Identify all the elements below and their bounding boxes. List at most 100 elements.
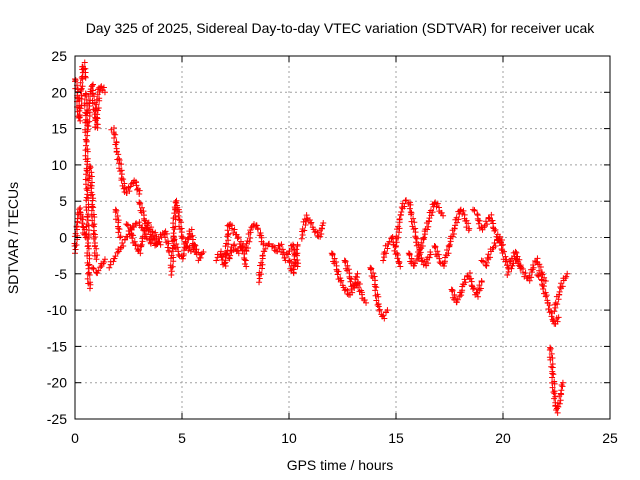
data-point-marker (145, 228, 152, 235)
data-point-marker (393, 239, 400, 246)
data-point-marker (72, 77, 79, 84)
data-point-marker (440, 263, 447, 270)
data-point-marker (76, 206, 83, 213)
data-point-marker (87, 182, 94, 189)
data-point-marker (227, 252, 234, 259)
axis-ticks (74, 55, 611, 420)
data-point-marker (89, 222, 96, 229)
data-point-marker (408, 211, 415, 218)
data-point-marker (84, 117, 91, 124)
data-point-marker (115, 229, 122, 236)
data-point-marker (82, 74, 89, 81)
data-point-marker (168, 272, 175, 278)
data-point-marker (478, 278, 485, 285)
data-point-marker (307, 220, 314, 227)
data-point-marker (380, 312, 387, 319)
data-point-marker (126, 188, 133, 195)
data-point-marker (548, 363, 555, 370)
data-point-marker (474, 293, 481, 300)
data-point-marker (384, 307, 391, 314)
data-point-marker (347, 278, 354, 285)
data-point-marker (265, 241, 272, 248)
data-point-marker (95, 267, 102, 274)
data-point-marker (231, 226, 238, 233)
y-tick-label: 15 (51, 121, 67, 137)
data-point-marker (132, 242, 139, 249)
data-point-marker (119, 240, 126, 247)
data-point-marker (223, 240, 230, 247)
data-point-marker (271, 247, 278, 254)
data-point-marker (87, 164, 94, 171)
data-point-marker (551, 380, 558, 387)
data-point-marker (318, 225, 325, 232)
data-point-marker (411, 219, 418, 226)
data-point-marker (440, 212, 447, 219)
data-point-marker (291, 256, 298, 263)
data-point-marker (142, 217, 149, 224)
data-point-marker (175, 251, 182, 258)
data-point-marker (337, 278, 344, 285)
data-point-marker (293, 246, 300, 253)
grid-lines (75, 56, 610, 419)
data-point-marker (175, 212, 182, 219)
y-tick-label: -20 (47, 375, 67, 391)
data-point-marker (478, 257, 485, 264)
data-point-marker (168, 268, 175, 275)
data-point-marker (559, 283, 566, 290)
data-point-marker (476, 217, 483, 224)
data-point-marker (78, 102, 85, 109)
y-tick-label: -10 (47, 302, 67, 318)
data-point-marker (299, 231, 306, 238)
data-point-marker (434, 200, 441, 207)
data-point-marker (558, 280, 565, 287)
data-point-marker (95, 105, 102, 112)
data-point-marker (499, 249, 506, 256)
data-point-marker (380, 257, 387, 264)
data-point-marker (86, 272, 93, 279)
data-point-marker (93, 256, 100, 263)
data-point-marker (290, 266, 297, 273)
data-point-marker (425, 260, 432, 267)
data-point-marker (213, 257, 220, 264)
data-point-marker (80, 66, 87, 73)
data-point-marker (281, 254, 288, 261)
data-point-marker (375, 293, 382, 300)
data-point-marker (89, 217, 96, 224)
data-point-marker (197, 254, 204, 261)
data-point-marker (121, 236, 128, 243)
data-point-marker (345, 291, 352, 298)
data-point-marker (473, 290, 480, 297)
data-point-marker (484, 254, 491, 261)
data-point-marker (393, 233, 400, 240)
data-point-marker (304, 215, 311, 222)
data-point-marker (415, 255, 422, 262)
data-point-marker (117, 168, 124, 175)
data-point-marker (91, 213, 98, 220)
data-point-marker (81, 59, 88, 66)
data-point-marker (491, 240, 498, 247)
data-point-marker (496, 233, 503, 240)
data-point-marker (491, 227, 498, 234)
data-point-marker (101, 89, 108, 96)
data-point-marker (165, 240, 172, 247)
data-point-marker (88, 207, 95, 214)
data-point-marker (86, 165, 93, 172)
data-point-marker (111, 134, 118, 141)
data-point-marker (554, 400, 561, 407)
data-point-marker (89, 264, 96, 271)
data-point-marker (410, 226, 417, 233)
data-point-marker (563, 273, 570, 280)
data-point-marker (77, 79, 84, 86)
data-point-marker (86, 175, 93, 182)
data-point-marker (162, 234, 169, 241)
data-point-marker (130, 232, 137, 239)
data-point-marker (549, 384, 556, 391)
data-point-marker (408, 218, 415, 225)
data-point-marker (93, 245, 100, 252)
data-point-marker (488, 211, 495, 218)
data-point-marker (149, 236, 156, 243)
data-point-marker (512, 248, 519, 255)
data-point-marker (101, 256, 108, 263)
x-axis-label: GPS time / hours (287, 457, 394, 473)
data-point-marker (401, 203, 408, 210)
